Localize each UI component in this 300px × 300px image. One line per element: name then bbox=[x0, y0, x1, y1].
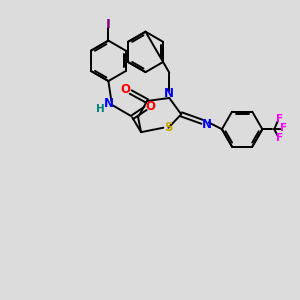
Text: N: N bbox=[164, 87, 174, 100]
Text: I: I bbox=[106, 18, 111, 31]
Text: S: S bbox=[164, 121, 173, 134]
Text: F: F bbox=[280, 123, 288, 133]
Text: N: N bbox=[103, 98, 113, 110]
Text: O: O bbox=[145, 100, 155, 112]
Text: F: F bbox=[276, 133, 283, 142]
Text: F: F bbox=[276, 114, 283, 124]
Text: N: N bbox=[202, 118, 212, 130]
Text: O: O bbox=[120, 82, 130, 96]
Text: H: H bbox=[96, 104, 104, 114]
